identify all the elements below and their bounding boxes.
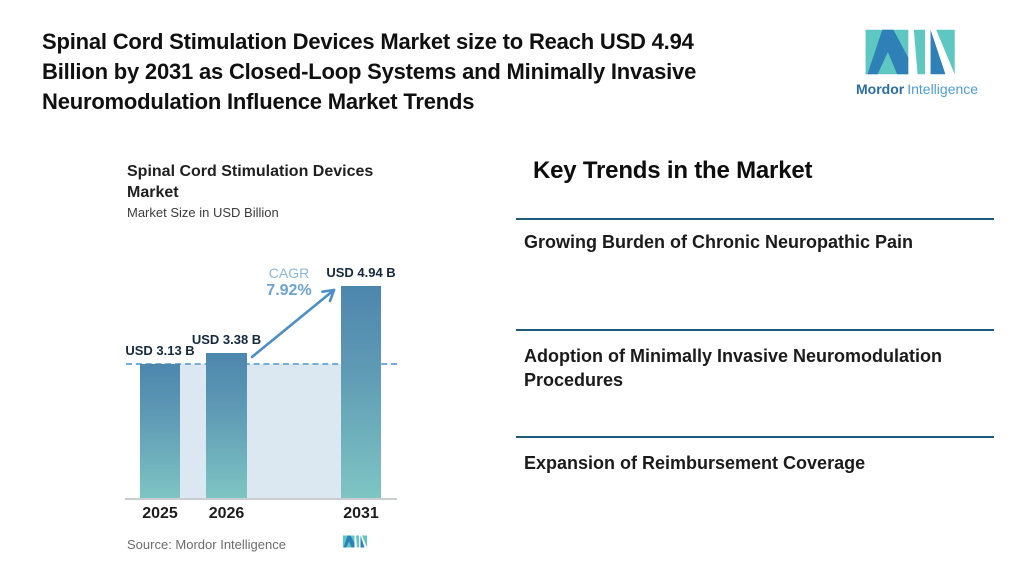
key-trends-title: Key Trends in the Market (533, 157, 813, 184)
headline-line-2: Billion by 2031 as Closed-Loop Systems a… (42, 59, 697, 84)
bar-value-label: USD 3.13 B (125, 343, 195, 359)
chart-title: Spinal Cord Stimulation Devices Market (127, 161, 373, 203)
trend-item-3: Expansion of Reimbursement Coverage (516, 436, 994, 475)
trend-item-1: Growing Burden of Chronic Neuropathic Pa… (516, 218, 994, 254)
headline: Spinal Cord Stimulation Devices Market s… (42, 27, 842, 117)
x-axis-baseline (125, 498, 397, 500)
chart-subtitle: Market Size in USD Billion (127, 205, 279, 220)
reference-shade-area (180, 364, 341, 499)
headline-line-1: Spinal Cord Stimulation Devices Market s… (42, 29, 694, 54)
cagr-label: CAGR (268, 265, 310, 281)
cagr-value: 7.92% (266, 282, 312, 299)
cagr-annotation: CAGR 7.92% (250, 265, 328, 299)
chart-title-line-1: Spinal Cord Stimulation Devices (127, 163, 374, 180)
brand-logo: Mordor Intelligence (856, 26, 978, 97)
source-note: Source: Mordor Intelligence (127, 537, 286, 552)
growth-arrow-icon (250, 288, 336, 359)
brand-name-bold: Mordor (856, 81, 905, 97)
headline-line-3: Neuromodulation Influence Market Trends (42, 89, 475, 114)
x-axis-label: 2031 (343, 505, 379, 522)
mini-logo-mark-icon (343, 535, 367, 548)
trend-item-2: Adoption of Minimally Invasive Neuromodu… (516, 329, 994, 392)
brand-name-light: Intelligence (907, 81, 979, 97)
brand-name: Mordor Intelligence (856, 81, 978, 97)
chart-title-line-2: Market (127, 184, 179, 201)
bar-2026 (206, 353, 247, 499)
bar-value-label: USD 4.94 B (326, 265, 396, 281)
bar-2025 (139, 364, 181, 499)
bar-2031 (340, 286, 382, 499)
mordor-logo-mark-icon (865, 29, 955, 75)
x-axis-label: 2026 (208, 505, 245, 522)
x-axis-label: 2025 (142, 505, 178, 522)
